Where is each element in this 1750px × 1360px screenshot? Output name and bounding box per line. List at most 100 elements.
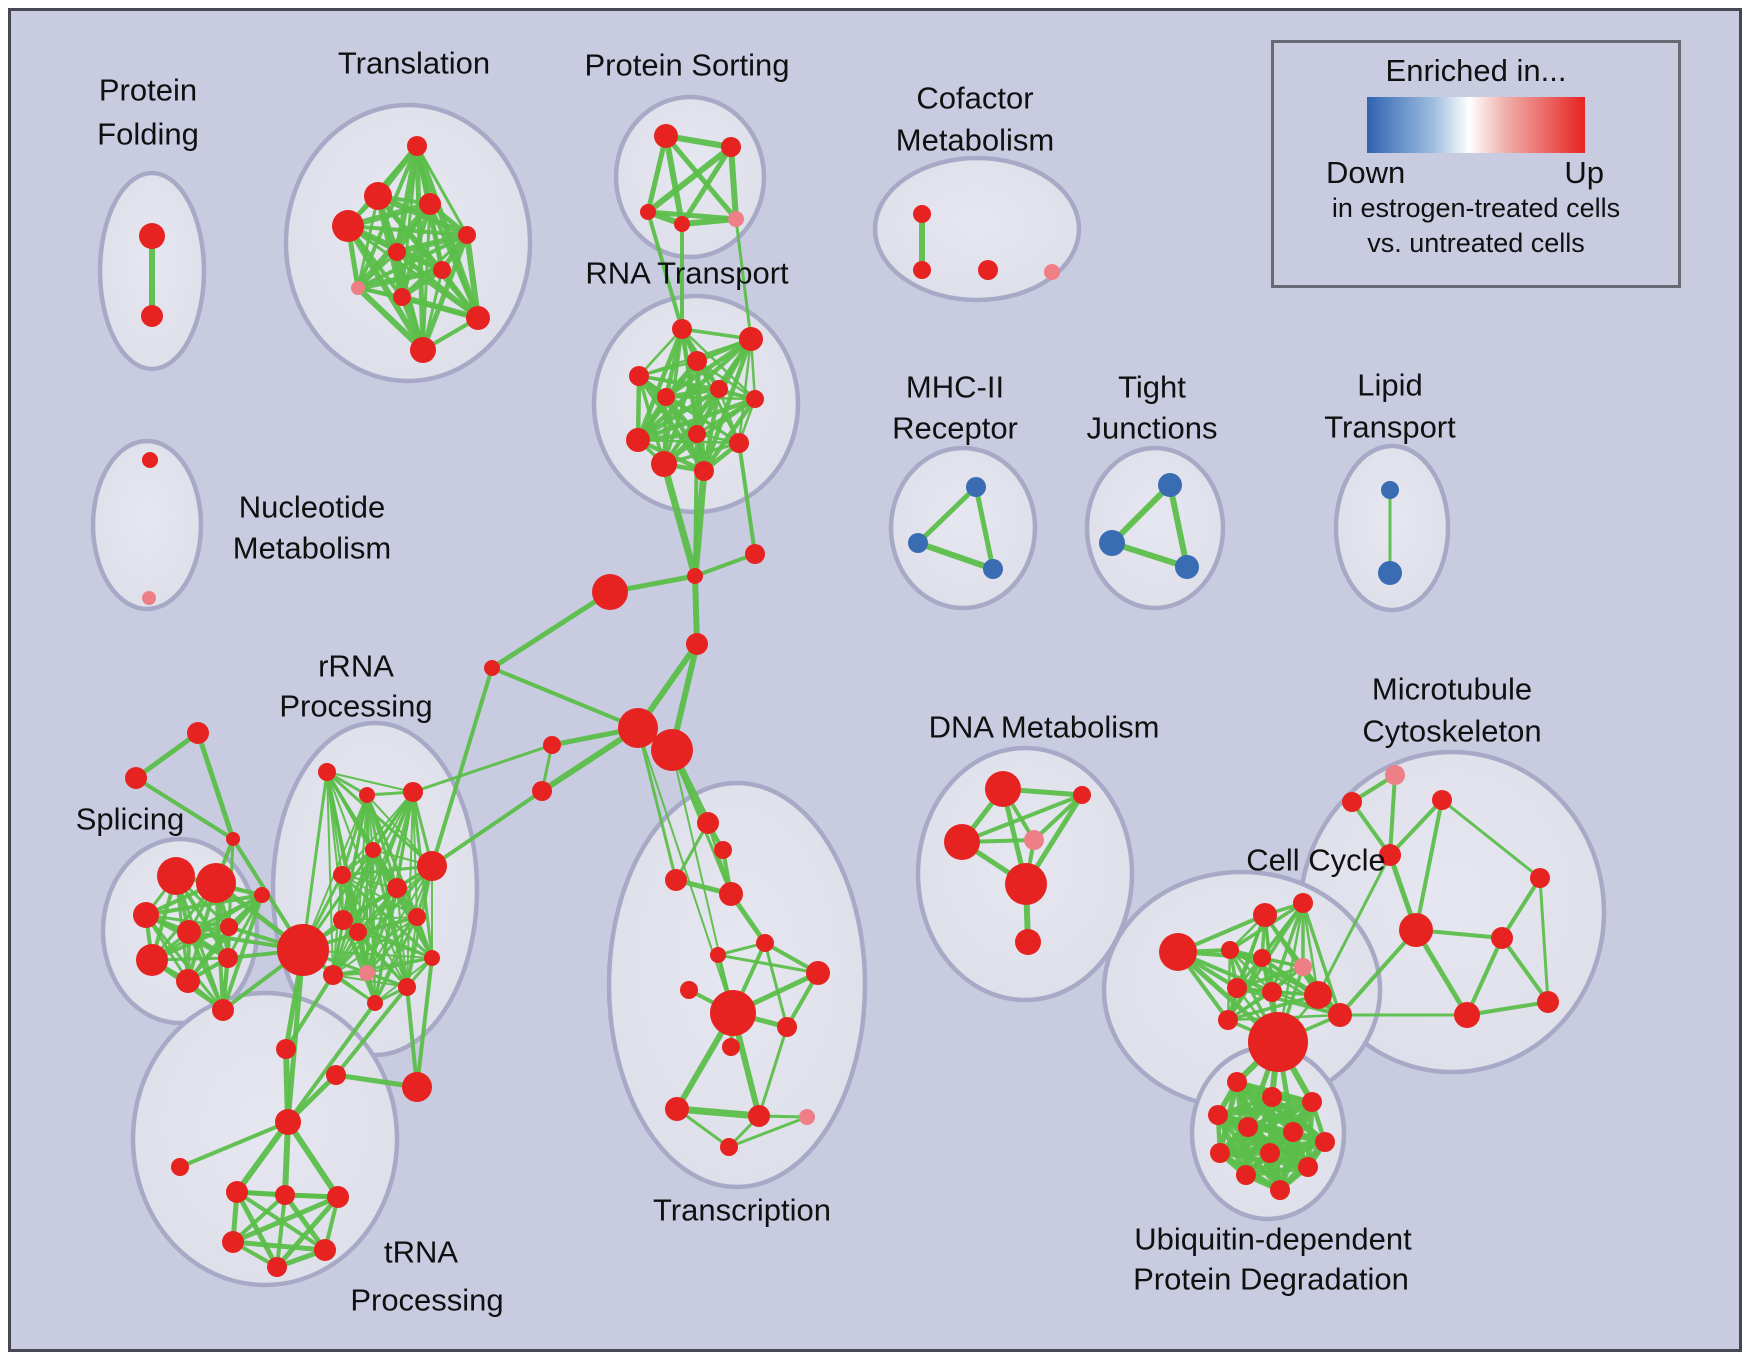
network-node-cf3[interactable] [1044,264,1060,280]
network-node-ps4[interactable] [728,211,744,227]
network-node-lt1[interactable] [1378,561,1402,585]
network-node-sp5[interactable] [136,944,168,976]
network-node-ub3[interactable] [1208,1105,1228,1125]
network-node-sp8[interactable] [212,999,234,1021]
network-node-rr7[interactable] [333,866,351,884]
network-node-jn8[interactable] [484,660,500,676]
network-node-rr1[interactable] [125,767,147,789]
network-node-rr15[interactable] [398,978,416,996]
network-node-cc9[interactable] [1218,1010,1238,1030]
network-node-pf1[interactable] [141,305,163,327]
network-node-mt6[interactable] [1491,927,1513,949]
network-node-dm0[interactable] [985,771,1021,807]
network-node-ps3[interactable] [674,216,690,232]
network-node-ub5[interactable] [1283,1122,1303,1142]
network-node-rr18[interactable] [424,950,440,966]
network-node-mh0[interactable] [966,477,986,497]
network-node-tj1[interactable] [1099,530,1125,556]
network-node-tr3[interactable] [275,1185,295,1205]
network-node-rt2[interactable] [687,351,707,371]
network-node-tx3[interactable] [719,882,743,906]
network-node-ps2[interactable] [640,204,656,220]
network-node-tl0[interactable] [407,136,427,156]
network-node-nm1[interactable] [142,591,156,605]
network-node-rt4[interactable] [710,380,728,398]
network-node-rt11[interactable] [694,461,714,481]
network-node-tl3[interactable] [332,210,364,242]
network-node-tl10[interactable] [410,337,436,363]
network-node-sp3[interactable] [177,920,201,944]
network-node-cc4[interactable] [1253,949,1271,967]
network-node-rt1[interactable] [739,327,763,351]
network-node-tr5[interactable] [222,1231,244,1253]
network-node-tx11[interactable] [665,1097,689,1121]
network-node-rt5[interactable] [657,388,675,406]
network-node-lt0[interactable] [1381,481,1399,499]
network-node-tr4[interactable] [327,1186,349,1208]
network-node-cf0[interactable] [913,205,931,223]
network-node-jn6[interactable] [543,736,561,754]
network-node-tl7[interactable] [351,281,365,295]
network-node-rr3[interactable] [318,763,336,781]
network-node-cc10[interactable] [1248,1012,1308,1072]
network-node-cc2[interactable] [1293,893,1313,913]
network-node-tx8[interactable] [710,990,756,1036]
network-node-mt5[interactable] [1399,913,1433,947]
network-node-rr8[interactable] [417,851,447,881]
network-node-sp6[interactable] [176,969,200,993]
network-node-tl2[interactable] [419,193,441,215]
network-node-rr16[interactable] [367,995,383,1011]
network-node-mt7[interactable] [1454,1002,1480,1028]
network-node-rr10[interactable] [277,924,329,976]
network-node-ps1[interactable] [721,137,741,157]
network-node-rr5[interactable] [403,782,423,802]
network-node-rt6[interactable] [746,390,764,408]
network-node-mt3[interactable] [1379,844,1401,866]
network-node-dm2[interactable] [944,824,980,860]
network-node-rr6[interactable] [365,842,381,858]
network-node-cc3[interactable] [1221,941,1239,959]
network-node-tx5[interactable] [710,947,726,963]
network-node-cc1[interactable] [1253,903,1277,927]
network-node-rr20[interactable] [326,1065,346,1085]
network-node-rr9[interactable] [387,878,407,898]
network-node-tj2[interactable] [1175,555,1199,579]
network-node-mt8[interactable] [1537,991,1559,1013]
network-node-rr4[interactable] [359,787,375,803]
network-node-dm1[interactable] [1073,786,1091,804]
network-node-rt9[interactable] [729,433,749,453]
network-node-rr14[interactable] [359,965,375,981]
network-node-cc6[interactable] [1227,978,1247,998]
network-node-dm3[interactable] [1024,830,1044,850]
network-node-cc8[interactable] [1304,981,1332,1009]
network-node-mt4[interactable] [1530,868,1550,888]
network-node-rr0[interactable] [187,722,209,744]
network-node-tl1[interactable] [364,182,392,210]
network-node-jn1[interactable] [745,544,765,564]
network-node-cc7[interactable] [1262,982,1282,1002]
network-node-tx13[interactable] [799,1109,815,1125]
network-node-tx12[interactable] [748,1105,770,1127]
network-node-tr2[interactable] [226,1181,248,1203]
network-node-ub8[interactable] [1260,1143,1280,1163]
network-node-sp1[interactable] [196,863,236,903]
network-node-rr21[interactable] [402,1072,432,1102]
network-node-jn3[interactable] [686,633,708,655]
network-node-tx14[interactable] [720,1138,738,1156]
network-node-ub7[interactable] [1210,1143,1230,1163]
network-node-rt8[interactable] [626,428,650,452]
network-node-cc0[interactable] [1159,933,1197,971]
network-node-tl9[interactable] [466,306,490,330]
network-node-sp2[interactable] [133,902,159,928]
network-node-nm0[interactable] [142,452,158,468]
network-node-sp9[interactable] [254,887,270,903]
network-node-cf1[interactable] [913,261,931,279]
network-node-jn5[interactable] [651,729,693,771]
network-node-rr12[interactable] [349,923,367,941]
network-node-ub2[interactable] [1302,1092,1322,1112]
network-node-tr7[interactable] [267,1257,287,1277]
network-node-tr6[interactable] [314,1239,336,1261]
network-node-ub11[interactable] [1270,1180,1290,1200]
network-node-ub10[interactable] [1236,1165,1256,1185]
network-node-jn2[interactable] [592,574,628,610]
